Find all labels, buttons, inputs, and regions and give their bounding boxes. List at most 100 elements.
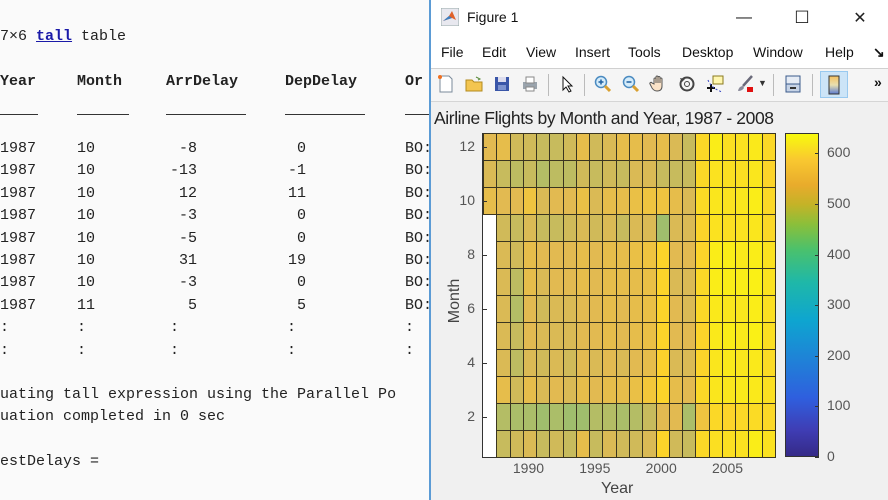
brush-dropdown-arrow-icon[interactable]: ▼ bbox=[758, 78, 767, 88]
heatmap-cell bbox=[536, 268, 551, 296]
save-button[interactable] bbox=[490, 72, 514, 96]
heatmap-cell bbox=[589, 268, 604, 296]
figure-titlebar[interactable]: Figure 1 — ☐ ✕ bbox=[431, 0, 888, 36]
heatmap-cell bbox=[655, 322, 670, 350]
heatmap-cell bbox=[522, 349, 538, 377]
heatmap-cell bbox=[602, 187, 617, 215]
eval-status-line: uating tall expression using the Paralle… bbox=[0, 386, 397, 403]
menu-desktop[interactable]: Desktop bbox=[682, 44, 734, 60]
heatmap-cell bbox=[536, 160, 551, 188]
heatmap-cell bbox=[708, 403, 723, 431]
table-cell: 5 bbox=[296, 296, 306, 314]
rotate-3d-button[interactable] bbox=[675, 72, 699, 96]
colorbar-tick-mark bbox=[815, 254, 819, 256]
heatmap-cell bbox=[668, 430, 684, 458]
heatmap-cell bbox=[668, 187, 684, 215]
menu-edit[interactable]: Edit bbox=[482, 44, 507, 60]
zoom-out-button[interactable] bbox=[619, 72, 643, 96]
heatmap-cell bbox=[655, 214, 670, 242]
brush-button[interactable] bbox=[733, 72, 757, 96]
heatmap-cell bbox=[602, 376, 617, 404]
link-plot-button[interactable] bbox=[781, 72, 805, 96]
heatmap-cell bbox=[509, 376, 524, 404]
heatmap-cell bbox=[549, 160, 564, 188]
heatmap-cell bbox=[735, 160, 750, 188]
table-cell: 0 bbox=[296, 274, 306, 292]
heatmap-cell bbox=[522, 133, 538, 161]
menu-tools[interactable]: Tools bbox=[628, 44, 661, 60]
table-cell: : bbox=[405, 319, 415, 337]
heatmap-cell bbox=[721, 187, 737, 215]
heatmap-cell bbox=[536, 295, 551, 323]
heatmap-axes[interactable] bbox=[482, 133, 776, 458]
heatmap-cell bbox=[602, 295, 617, 323]
maximize-button[interactable]: ☐ bbox=[787, 6, 817, 30]
heatmap-cell bbox=[761, 403, 776, 431]
heatmap-cell bbox=[602, 349, 617, 377]
minimize-button[interactable]: — bbox=[729, 6, 759, 30]
heatmap-cell bbox=[695, 214, 710, 242]
close-button[interactable]: ✕ bbox=[845, 6, 875, 30]
heatmap-cell bbox=[695, 268, 710, 296]
edit-plot-button[interactable] bbox=[555, 72, 579, 96]
heatmap-cell bbox=[602, 133, 617, 161]
insert-colorbar-button[interactable] bbox=[820, 71, 848, 98]
y-tick-mark bbox=[483, 200, 487, 202]
menu-help[interactable]: Help bbox=[825, 44, 854, 60]
rotate-3d-icon bbox=[679, 76, 695, 92]
heatmap-cell bbox=[748, 214, 763, 242]
menu-file[interactable]: File bbox=[441, 44, 464, 60]
heatmap-cell bbox=[509, 268, 524, 296]
heatmap-cell bbox=[721, 295, 737, 323]
heatmap-cell bbox=[642, 295, 657, 323]
heatmap-cell bbox=[708, 268, 723, 296]
table-cell: 10 bbox=[77, 140, 96, 157]
zoom-in-icon bbox=[594, 75, 612, 93]
heatmap-cell bbox=[668, 241, 684, 269]
heatmap-cell bbox=[602, 241, 617, 269]
colorbar[interactable] bbox=[785, 133, 819, 457]
colorbar-tick-mark bbox=[815, 203, 819, 205]
heatmap-cell bbox=[575, 133, 591, 161]
heatmap-cell bbox=[496, 160, 511, 188]
heatmap-cell bbox=[629, 214, 644, 242]
heatmap-cell bbox=[682, 295, 697, 323]
heatmap-cell bbox=[575, 295, 591, 323]
menu-insert[interactable]: Insert bbox=[575, 44, 611, 60]
heatmap-cell bbox=[668, 322, 684, 350]
pan-button[interactable] bbox=[647, 72, 671, 96]
heatmap-cell bbox=[509, 403, 524, 431]
column-header: Or bbox=[405, 73, 424, 90]
heatmap-cell bbox=[721, 241, 737, 269]
pan-hand-icon bbox=[649, 75, 663, 92]
heatmap-cell bbox=[549, 187, 564, 215]
heatmap-cell bbox=[735, 430, 750, 458]
new-figure-button[interactable] bbox=[434, 72, 458, 96]
command-window[interactable]: 7×6 tall table Year Month ArrDelay DepDelay… bbox=[0, 0, 432, 500]
colorbar-tick-mark bbox=[815, 305, 819, 307]
heatmap-cell bbox=[629, 241, 644, 269]
menu-dock-arrow-icon[interactable]: ↘ bbox=[873, 44, 885, 60]
heatmap-cell bbox=[642, 214, 657, 242]
table-cell: 10 bbox=[77, 162, 96, 180]
tall-link[interactable]: tall bbox=[36, 28, 73, 45]
y-tick-label: 8 bbox=[467, 245, 475, 262]
data-cursor-button[interactable] bbox=[703, 72, 727, 96]
heatmap-cell bbox=[575, 376, 591, 404]
heatmap-cell bbox=[721, 133, 737, 161]
heatmap-cell bbox=[708, 430, 723, 458]
print-button[interactable] bbox=[518, 72, 542, 96]
open-file-button[interactable] bbox=[462, 72, 486, 96]
zoom-in-button[interactable] bbox=[591, 72, 615, 96]
menu-window[interactable]: Window bbox=[753, 44, 803, 60]
table-cell: 1987 bbox=[0, 229, 37, 247]
figure-window[interactable]: Figure 1 — ☐ ✕ File Edit View Insert Too… bbox=[429, 0, 888, 500]
heatmap-cell bbox=[761, 349, 776, 377]
toolbar-overflow-icon[interactable]: » bbox=[874, 74, 882, 90]
menu-view[interactable]: View bbox=[526, 44, 557, 60]
heatmap-cell bbox=[721, 322, 737, 350]
table-cell: 0 bbox=[296, 140, 306, 157]
heatmap-cell bbox=[562, 160, 577, 188]
heatmap-cell bbox=[655, 133, 670, 161]
toolbar-separator bbox=[812, 74, 813, 96]
